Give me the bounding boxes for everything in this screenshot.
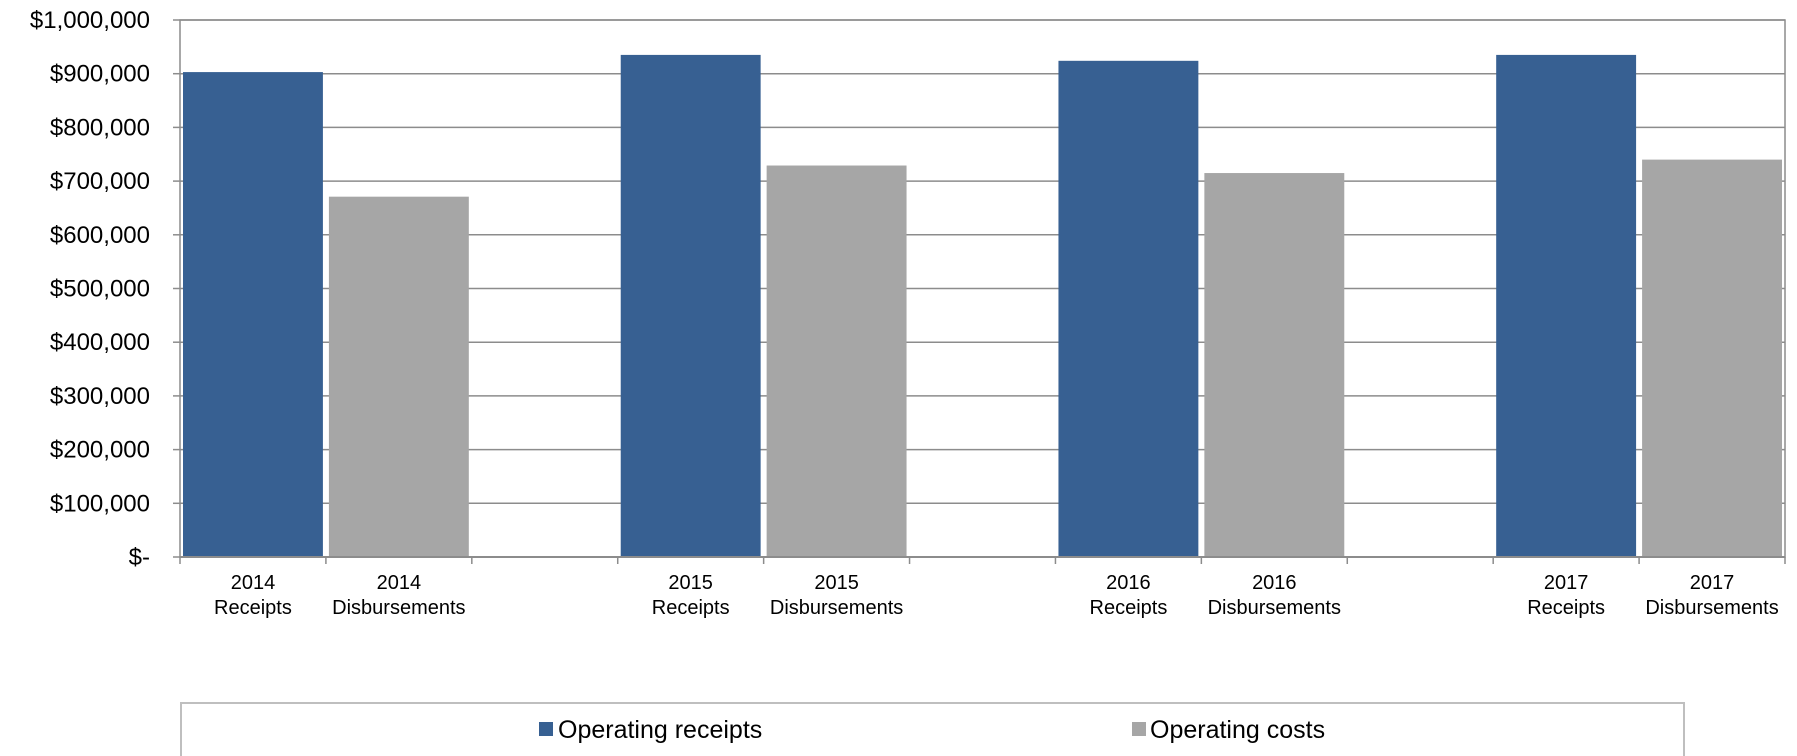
y-tick-label: $800,000 <box>50 114 150 141</box>
legend-label-operating-receipts: Operating receipts <box>558 716 762 744</box>
y-tick-label: $1,000,000 <box>30 7 150 34</box>
x-tick-label: Disbursements <box>1208 597 1341 619</box>
legend-label-operating-costs: Operating costs <box>1150 716 1325 744</box>
bar-operating-costs <box>329 197 469 557</box>
y-tick-label: $400,000 <box>50 329 150 356</box>
y-tick-label: $900,000 <box>50 61 150 88</box>
bar-operating-receipts <box>1058 61 1198 557</box>
legend-swatch-operating-receipts <box>539 722 553 736</box>
x-tick-label: 2014 <box>231 572 276 594</box>
x-tick-label: 2017 <box>1690 572 1735 594</box>
x-tick-label: Disbursements <box>332 597 465 619</box>
y-tick-labels: $- $100,000 $200,000 $300,000 $400,000 $500,0… <box>30 7 150 571</box>
bar-operating-receipts <box>1496 55 1636 557</box>
x-tick-label: Receipts <box>652 597 730 619</box>
x-tick-label: 2015 <box>668 572 713 594</box>
bars <box>183 55 1782 557</box>
x-tick-label: 2015 <box>814 572 859 594</box>
x-tick-label: Disbursements <box>770 597 903 619</box>
x-tick-label: Disbursements <box>1645 597 1778 619</box>
x-tick-label: 2017 <box>1544 572 1589 594</box>
x-tick-label: Receipts <box>1090 597 1168 619</box>
legend-box <box>181 703 1684 756</box>
y-tick-label: $300,000 <box>50 383 150 410</box>
bar-operating-receipts <box>183 72 323 557</box>
bar-operating-receipts <box>621 55 761 557</box>
y-tick-label: $700,000 <box>50 168 150 195</box>
y-tick-label: $200,000 <box>50 437 150 464</box>
x-tick-label: Receipts <box>1527 597 1605 619</box>
bar-operating-costs <box>1642 160 1782 557</box>
x-tick-labels: 2014 Receipts 2014 Disbursements 2015 Receipt… <box>214 572 1779 619</box>
legend: Operating receipts Operating costs <box>181 703 1684 756</box>
y-tick-label: $500,000 <box>50 276 150 303</box>
x-tick-label: Receipts <box>214 597 292 619</box>
bar-operating-costs <box>767 166 907 557</box>
y-tick-label: $600,000 <box>50 222 150 249</box>
legend-swatch-operating-costs <box>1132 722 1146 736</box>
x-tick-label: 2016 <box>1106 572 1151 594</box>
y-tick-label: $- <box>129 544 150 571</box>
x-tick-label: 2014 <box>377 572 422 594</box>
bar-operating-costs <box>1204 173 1344 557</box>
x-tick-label: 2016 <box>1252 572 1297 594</box>
y-tick-label: $100,000 <box>50 490 150 517</box>
